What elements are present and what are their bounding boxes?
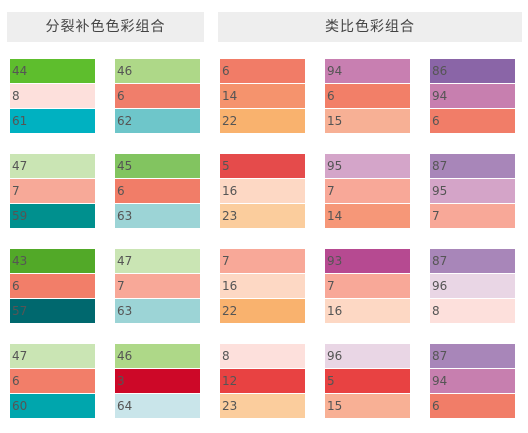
color-swatch: 61 xyxy=(10,109,95,133)
color-swatch: 94 xyxy=(325,59,410,83)
color-swatch: 46 xyxy=(115,59,200,83)
color-swatch: 16 xyxy=(325,299,410,323)
color-swatch: 8 xyxy=(220,344,305,368)
color-swatch: 62 xyxy=(115,109,200,133)
color-swatch: 43 xyxy=(10,249,95,273)
color-swatch: 3 xyxy=(115,369,200,393)
color-swatch: 6 xyxy=(10,274,95,298)
color-swatch: 87 xyxy=(430,249,515,273)
color-swatch: 7 xyxy=(430,204,515,228)
color-swatch: 16 xyxy=(220,179,305,203)
header-analogous: 类比色彩组合 xyxy=(218,12,522,42)
color-swatch: 94 xyxy=(430,84,515,108)
color-swatch: 6 xyxy=(430,109,515,133)
color-swatch: 96 xyxy=(430,274,515,298)
color-swatch: 87 xyxy=(430,154,515,178)
color-swatch: 7 xyxy=(325,274,410,298)
color-swatch: 22 xyxy=(220,109,305,133)
color-swatch: 7 xyxy=(220,249,305,273)
color-swatch: 64 xyxy=(115,394,200,418)
color-swatch: 6 xyxy=(115,179,200,203)
color-swatch: 23 xyxy=(220,204,305,228)
color-swatch: 14 xyxy=(325,204,410,228)
color-swatch: 63 xyxy=(115,204,200,228)
color-swatch: 45 xyxy=(115,154,200,178)
color-swatch: 7 xyxy=(10,179,95,203)
color-swatch: 47 xyxy=(10,344,95,368)
color-swatch: 15 xyxy=(325,394,410,418)
color-swatch: 46 xyxy=(115,344,200,368)
color-swatch: 7 xyxy=(115,274,200,298)
color-swatch: 95 xyxy=(430,179,515,203)
color-swatch: 15 xyxy=(325,109,410,133)
color-swatch: 57 xyxy=(10,299,95,323)
color-swatch: 86 xyxy=(430,59,515,83)
color-swatch: 6 xyxy=(220,59,305,83)
color-swatch: 12 xyxy=(220,369,305,393)
color-swatch: 5 xyxy=(220,154,305,178)
color-swatch: 6 xyxy=(430,394,515,418)
color-swatch: 7 xyxy=(325,179,410,203)
color-swatch: 6 xyxy=(10,369,95,393)
color-swatch: 63 xyxy=(115,299,200,323)
color-swatch: 93 xyxy=(325,249,410,273)
color-swatch: 22 xyxy=(220,299,305,323)
color-swatch: 95 xyxy=(325,154,410,178)
color-swatch: 87 xyxy=(430,344,515,368)
color-swatch: 60 xyxy=(10,394,95,418)
color-swatch: 47 xyxy=(115,249,200,273)
color-swatch: 6 xyxy=(325,84,410,108)
color-swatch: 94 xyxy=(430,369,515,393)
color-swatch: 44 xyxy=(10,59,95,83)
color-swatch: 8 xyxy=(10,84,95,108)
color-swatch: 47 xyxy=(10,154,95,178)
color-swatch: 96 xyxy=(325,344,410,368)
color-swatch: 59 xyxy=(10,204,95,228)
color-swatch: 23 xyxy=(220,394,305,418)
color-swatch: 14 xyxy=(220,84,305,108)
color-swatch: 8 xyxy=(430,299,515,323)
color-swatch: 16 xyxy=(220,274,305,298)
header-split-complementary: 分裂补色色彩组合 xyxy=(7,12,204,42)
color-swatch: 6 xyxy=(115,84,200,108)
color-swatch: 5 xyxy=(325,369,410,393)
